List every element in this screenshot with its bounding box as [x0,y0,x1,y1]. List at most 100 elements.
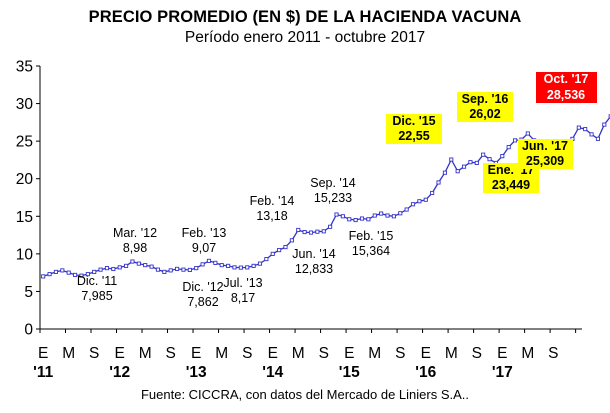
annotation-highlight-box [536,72,597,103]
data-point [334,212,339,217]
data-point [245,265,250,270]
data-point [283,245,288,250]
data-point [359,216,365,221]
x-tick-label: M [292,345,305,362]
x-tick-label: S [548,345,558,362]
data-point [525,131,530,136]
data-point [449,157,454,162]
data-point [366,217,371,222]
annotation-date: Dic. '15 [392,114,435,128]
data-point [277,248,282,253]
annotation-date: Feb. '15 [349,229,394,243]
x-tick-label: S [395,345,405,362]
y-tick-label: 25 [16,134,33,151]
annotation-value: 26,02 [469,107,500,121]
data-point [47,272,52,277]
data-point [219,263,224,268]
data-point [98,267,103,272]
data-point [602,122,607,127]
annotation-date: Jun. '17 [522,139,568,153]
data-point [251,263,256,268]
y-tick-label: 15 [16,209,33,226]
data-point [289,238,294,243]
data-point [130,259,135,264]
data-point [512,138,518,143]
annotation-highlight-box [518,139,573,169]
x-tick-label: M [139,345,152,362]
data-point [461,164,467,169]
x-tick-label: E [421,345,431,362]
x-tick-label: S [89,345,99,362]
x-tick-label: S [319,345,329,362]
data-point [595,136,600,141]
data-point [238,265,243,270]
data-point [417,199,422,204]
annotation-91: Oct. '17 28,536 [536,72,597,103]
annotation-value: 22,55 [398,129,429,143]
x-tick-label: M [215,345,228,362]
x-tick-label: E [344,345,354,362]
data-point [124,263,129,268]
data-point [213,260,218,265]
data-point [576,125,581,130]
annotation-26: Feb. '139,07 [182,226,227,255]
data-point [232,265,237,270]
data-point [117,265,122,270]
data-point [589,132,594,137]
annotation-value: 12,833 [295,262,333,276]
annotation-value: 8,98 [123,241,147,255]
data-point [372,213,377,218]
data-point [66,270,71,275]
data-point [423,197,428,202]
x-tick-label: E [268,345,278,362]
year-label: '12 [109,364,130,381]
data-point [302,230,307,235]
data-point [136,261,141,266]
data-point [187,267,192,272]
annotation-highlight-box [386,114,442,144]
data-point [385,213,390,218]
data-point [257,261,263,266]
x-tick-label: M [368,345,381,362]
data-point [442,170,447,175]
year-label: '15 [339,364,360,381]
data-point [53,269,58,274]
data-point [162,269,167,274]
annotation-highlight-box [457,92,513,122]
annotation-layer: Dic. '117,985 Mar. '128,98 Dic. '127,862 Fe… [77,72,597,309]
chart-subtitle: Período enero 2011 - octubre 2017 [184,29,426,46]
y-tick-label: 5 [24,284,33,301]
data-point [264,257,269,262]
data-point [194,266,199,271]
year-label: '14 [262,364,283,381]
annotation-date: Jun. '14 [292,247,335,261]
annotation-date: Feb. '13 [182,226,227,240]
data-point [111,266,116,272]
x-tick-label: S [472,345,482,362]
data-point [436,180,441,185]
chart-source: Fuente: CICCRA, con datos del Mercado de… [140,387,470,402]
x-tick-label: E [497,345,507,362]
annotation-value: 13,18 [256,209,287,223]
data-point [60,268,65,273]
data-point [455,169,460,174]
annotation-date: Jul. '13 [223,276,262,290]
annotation-date: Oct. '17 [544,72,589,86]
year-label: '16 [415,364,436,381]
data-point [353,217,358,223]
data-point [155,267,161,272]
x-tick-label: S [242,345,252,362]
data-point [340,214,345,219]
chart-title: PRECIO PROMEDIO (EN $) DE LA HACIENDA VA… [88,8,522,26]
annotation-date: Dic. '12 [182,280,223,294]
data-point [104,266,110,271]
annotation-31: Jul. '138,17 [223,276,262,305]
data-point [474,160,479,165]
data-point [404,207,409,212]
